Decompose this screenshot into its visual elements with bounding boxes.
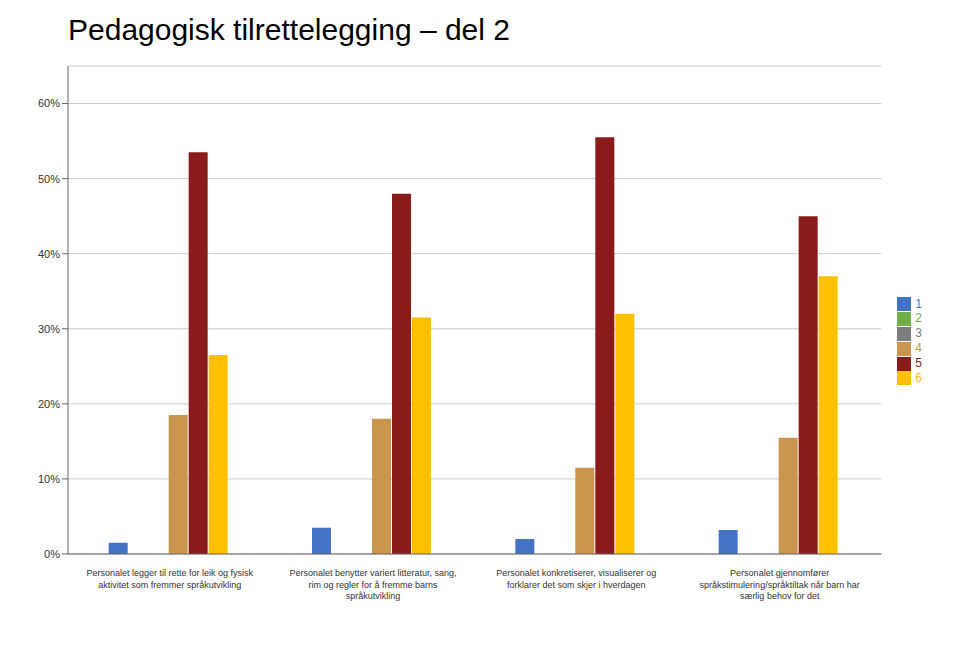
svg-text:30%: 30% xyxy=(38,323,60,335)
svg-text:40%: 40% xyxy=(38,248,60,260)
html-text:3: 3 xyxy=(915,326,922,341)
html-text:1: 1 xyxy=(915,296,922,311)
html-text:6: 6 xyxy=(915,370,922,385)
svg-text:Personalet konkretiserer, visu: Personalet konkretiserer, visualiserer o… xyxy=(496,568,656,589)
svg-text:Personalet legger til rette fo: Personalet legger til rette for leik og … xyxy=(86,568,253,589)
html-text:2: 2 xyxy=(915,311,922,326)
svg-text:10%: 10% xyxy=(38,473,60,485)
svg-text:Personalet gjennomførerspråkst: Personalet gjennomførerspråkstimulering/… xyxy=(700,568,860,601)
svg-text:Personalet benytter variert li: Personalet benytter variert litteratur, … xyxy=(289,568,456,601)
svg-text:50%: 50% xyxy=(38,173,60,185)
svg-text:20%: 20% xyxy=(38,398,60,410)
svg-text:0%: 0% xyxy=(44,548,60,560)
html-text:Pedagogisk tilrettelegging – d: Pedagogisk tilrettelegging – del 2 xyxy=(68,13,510,46)
html-text:5: 5 xyxy=(915,355,922,370)
svg-text:60%: 60% xyxy=(38,97,60,109)
html-text:4: 4 xyxy=(915,341,922,355)
